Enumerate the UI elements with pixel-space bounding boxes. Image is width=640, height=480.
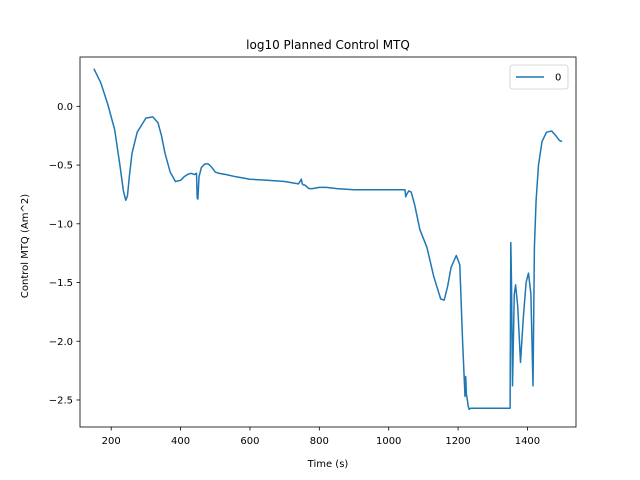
- x-tick-label: 600: [240, 436, 259, 447]
- y-tick-label: −2.5: [49, 395, 73, 406]
- axes: 200 400 600 800 1000 1200 1400 0.0 −0.5 −1.0 −1.5 −…: [49, 56, 577, 447]
- x-tick-label: 800: [310, 436, 329, 447]
- y-tick-label: 0.0: [57, 102, 73, 113]
- chart-title: log10 Planned Control MTQ: [246, 38, 410, 52]
- x-tick-label: 1400: [515, 436, 540, 447]
- y-tick-label: −1.5: [49, 278, 73, 289]
- axes-frame: [79, 56, 577, 428]
- y-tick-label: −2.0: [49, 337, 73, 348]
- plot-area: [93, 68, 563, 411]
- y-tick-label: −1.0: [49, 219, 73, 230]
- x-tick-label: 1200: [445, 436, 470, 447]
- x-tick-label: 200: [102, 436, 121, 447]
- series-line-0: [93, 68, 563, 411]
- y-tick-label: −0.5: [49, 161, 73, 172]
- y-axis-label: Control MTQ (Am^2): [20, 194, 31, 298]
- x-tick-label: 400: [171, 436, 190, 447]
- legend: 0: [509, 64, 569, 90]
- x-tick-label: 1000: [376, 436, 401, 447]
- legend-label-0: 0: [555, 73, 561, 84]
- x-axis-label: Time (s): [307, 459, 349, 470]
